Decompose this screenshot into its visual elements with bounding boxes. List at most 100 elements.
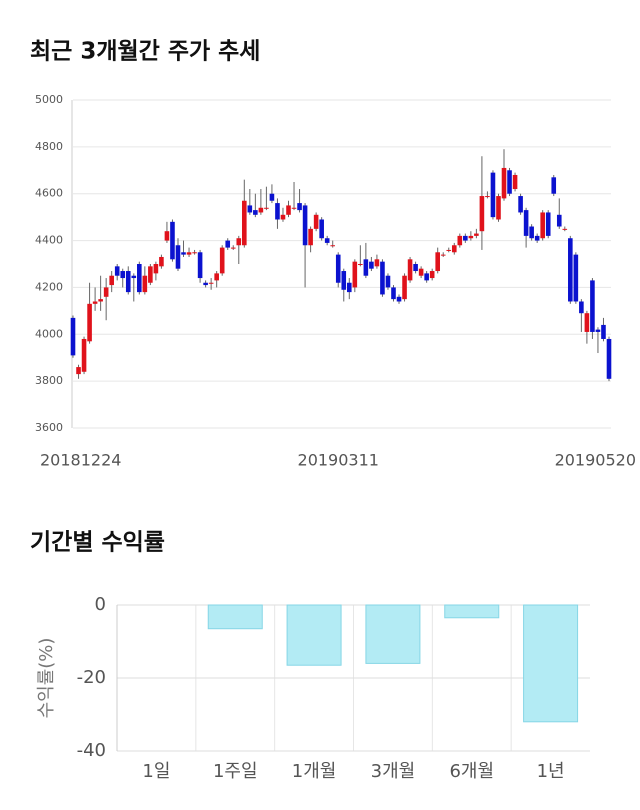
- candle-body: [286, 205, 291, 215]
- candle-body: [159, 256, 164, 267]
- candle-body: [70, 317, 76, 356]
- candle-body: [142, 275, 148, 293]
- y-tick-label: 3800: [35, 374, 63, 387]
- candle-body: [247, 205, 253, 213]
- y-tick-label: -40: [77, 740, 106, 761]
- x-tick-label: 20181224: [40, 451, 121, 470]
- x-tick-label: 1일: [142, 761, 170, 782]
- candle-body: [269, 193, 275, 201]
- candle-body: [523, 210, 529, 236]
- y-tick-label: 4000: [35, 327, 63, 340]
- candle-body: [584, 313, 590, 332]
- candle-body: [258, 207, 264, 213]
- candle-body: [485, 196, 490, 198]
- candle-body: [446, 249, 452, 251]
- bar: [207, 604, 263, 630]
- candle-body: [590, 280, 595, 332]
- candle-body: [81, 338, 87, 372]
- candle-body: [214, 273, 219, 281]
- candle-body: [203, 282, 208, 286]
- candle-body: [319, 219, 324, 239]
- candle-body: [573, 254, 579, 302]
- candle-body: [148, 266, 153, 283]
- candle-body: [396, 296, 402, 302]
- x-tick-label: 20190311: [298, 451, 379, 470]
- candle-body: [363, 259, 369, 276]
- candle-body: [385, 275, 391, 288]
- candle-body: [330, 245, 336, 247]
- candle-body: [556, 214, 562, 227]
- candle-body: [606, 338, 612, 379]
- candle-body: [341, 271, 347, 290]
- candle-body: [601, 324, 606, 339]
- x-tick-label: 1주일: [213, 761, 258, 782]
- candle-body: [76, 367, 81, 375]
- y-axis-label: 수익률(%): [36, 638, 57, 719]
- candle-body: [264, 207, 269, 209]
- candle-body: [241, 200, 247, 246]
- candle-body: [468, 235, 474, 239]
- candle-body: [529, 226, 534, 239]
- y-tick-label: 3600: [35, 421, 63, 434]
- candle-body: [595, 329, 601, 332]
- candle-body: [545, 212, 551, 236]
- candle-body: [540, 212, 545, 239]
- bar: [523, 604, 579, 723]
- candle-body: [192, 252, 197, 254]
- candle-body: [236, 238, 242, 246]
- candle-body: [429, 271, 435, 279]
- chart-title: 최근 3개월간 주가 추세: [30, 39, 260, 65]
- candle-body: [324, 238, 330, 243]
- candle-body: [219, 247, 225, 274]
- bar: [286, 604, 342, 666]
- bar: [444, 604, 500, 619]
- chart-title: 기간별 수익률: [30, 530, 165, 556]
- candle-body: [479, 196, 485, 232]
- candle-body: [391, 287, 396, 300]
- candle-body: [230, 247, 236, 249]
- candle-body: [512, 174, 518, 190]
- candle-body: [474, 233, 479, 236]
- candle-body: [181, 252, 186, 255]
- candle-body: [402, 275, 407, 300]
- candle-body: [551, 177, 557, 194]
- candle-body: [490, 172, 496, 218]
- y-tick-label: 4600: [35, 187, 63, 200]
- candle-body: [380, 261, 385, 295]
- y-tick-label: 5000: [35, 93, 63, 106]
- y-tick-label: 4800: [35, 140, 63, 153]
- candle-body: [153, 264, 159, 274]
- candle-body: [568, 238, 573, 302]
- candle-body: [302, 205, 308, 246]
- candle-body: [562, 228, 568, 230]
- candle-body: [579, 301, 584, 314]
- candle-body: [440, 254, 446, 256]
- candle-body: [297, 203, 302, 211]
- candle-body: [120, 271, 126, 279]
- candle-body: [275, 203, 280, 220]
- candle-body: [87, 303, 92, 342]
- candle-body: [346, 282, 352, 293]
- x-tick-label: 1년: [537, 761, 565, 782]
- x-tick-label: 20190520: [555, 451, 636, 470]
- candle-body: [98, 299, 103, 302]
- candle-body: [114, 266, 120, 276]
- x-tick-label: 3개월: [371, 761, 416, 782]
- candle-body: [197, 252, 203, 279]
- candle-body: [131, 275, 137, 279]
- candle-body: [92, 301, 98, 304]
- candle-body: [407, 259, 413, 281]
- candle-body: [435, 252, 441, 272]
- y-tick-label: 0: [95, 594, 106, 615]
- candle-body: [451, 245, 457, 253]
- candle-body: [109, 275, 114, 286]
- candle-body: [280, 214, 286, 220]
- candle-body: [418, 268, 424, 276]
- candle-body: [125, 271, 131, 293]
- candle-body: [507, 170, 512, 194]
- y-tick-label: -20: [77, 667, 106, 688]
- candle-body: [374, 259, 380, 267]
- candle-body: [335, 254, 341, 283]
- candle-body: [186, 252, 192, 255]
